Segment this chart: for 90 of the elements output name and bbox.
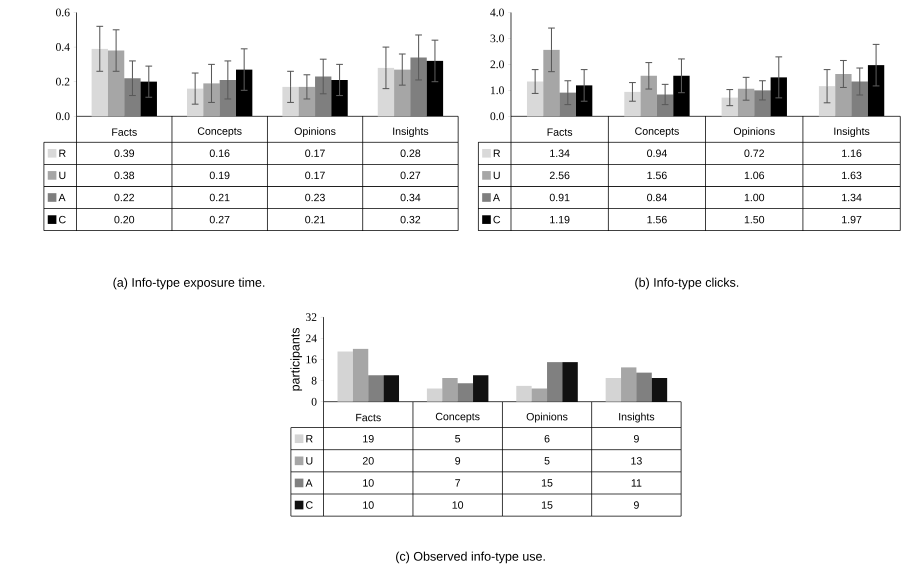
data-label: 0.19 bbox=[210, 171, 230, 179]
data-label: 1.56 bbox=[647, 171, 667, 179]
data-label: 2.56 bbox=[550, 171, 570, 179]
data-label: 0.91 bbox=[550, 194, 570, 202]
data-label: 0.16 bbox=[210, 149, 230, 157]
y-tick-label: 32 bbox=[306, 313, 316, 321]
x-tick-label: Concepts bbox=[436, 412, 480, 422]
data-label: 10 bbox=[363, 501, 374, 509]
data-label: 1.50 bbox=[744, 216, 764, 224]
y-tick-label: 0.0 bbox=[490, 112, 504, 120]
legend-label: C bbox=[59, 216, 66, 224]
legend-label: U bbox=[59, 171, 66, 179]
text: (a) Info-type exposure time. bbox=[113, 277, 264, 290]
y-tick-label: 3.0 bbox=[490, 34, 504, 42]
x-tick-label: Concepts bbox=[635, 127, 679, 137]
data-label: 0.94 bbox=[647, 149, 667, 157]
data-label: 0.21 bbox=[210, 194, 230, 202]
data-label: 0.84 bbox=[647, 194, 667, 202]
data-label: 20 bbox=[362, 456, 374, 464]
data-label: 15 bbox=[542, 479, 552, 486]
y-axis-title: participants bbox=[290, 328, 302, 390]
data-label: 0.17 bbox=[305, 149, 325, 157]
legend-label: A bbox=[306, 479, 313, 486]
y-tick-label: 0.0 bbox=[56, 112, 70, 120]
text: (b) Info-type clicks. bbox=[635, 277, 738, 290]
x-tick-label: Concepts bbox=[198, 127, 242, 137]
data-label: 1.97 bbox=[842, 216, 862, 224]
legend-label: U bbox=[494, 171, 500, 179]
y-tick-label: 16 bbox=[306, 355, 317, 364]
data-label: 0.17 bbox=[305, 171, 325, 179]
y-tick-label: 0.2 bbox=[56, 78, 70, 86]
y-tick-label: 8 bbox=[312, 376, 317, 384]
legend-label: U bbox=[306, 456, 312, 464]
data-label: 0.39 bbox=[114, 149, 134, 157]
y-tick-label: 0.6 bbox=[56, 8, 70, 16]
legend-label: R bbox=[494, 149, 500, 157]
y-tick-label: 2.0 bbox=[490, 60, 504, 68]
data-label: 0.38 bbox=[114, 171, 134, 179]
data-label: 0.27 bbox=[400, 171, 420, 179]
data-label: 0.72 bbox=[744, 149, 764, 157]
x-tick-label: Facts bbox=[548, 128, 572, 136]
data-label: 1.00 bbox=[744, 194, 764, 202]
data-label: 11 bbox=[632, 479, 642, 486]
legend-label: C bbox=[493, 216, 500, 224]
data-label: 0.27 bbox=[210, 216, 230, 224]
x-tick-label: Opinions bbox=[734, 126, 775, 137]
x-tick-label: Opinions bbox=[294, 126, 336, 137]
data-label: 15 bbox=[542, 501, 552, 508]
x-tick-label: Opinions bbox=[526, 412, 568, 422]
data-label: 9 bbox=[634, 501, 639, 509]
y-tick-label: 0.4 bbox=[56, 42, 70, 51]
y-tick-label: 24 bbox=[306, 334, 317, 342]
data-label: 1.06 bbox=[744, 171, 764, 179]
x-tick-label: Facts bbox=[356, 414, 381, 422]
data-label: 19 bbox=[363, 434, 374, 442]
legend-label: A bbox=[492, 194, 500, 201]
data-label: 1.34 bbox=[842, 194, 862, 202]
x-tick-label: Insights bbox=[619, 412, 654, 422]
data-label: 0.34 bbox=[400, 194, 420, 202]
data-label: 10 bbox=[452, 501, 464, 509]
data-label: 5 bbox=[455, 434, 460, 442]
x-tick-label: Insights bbox=[393, 126, 428, 137]
y-tick-label: 1.0 bbox=[490, 86, 504, 94]
data-label: 7 bbox=[455, 479, 460, 486]
data-label: 13 bbox=[631, 456, 642, 464]
data-label: 1.63 bbox=[842, 171, 862, 179]
data-label: 5 bbox=[544, 456, 550, 464]
legend-label: C bbox=[306, 501, 313, 509]
data-label: 0.21 bbox=[305, 216, 325, 224]
x-tick-label: Facts bbox=[112, 128, 137, 136]
data-label: 10 bbox=[363, 478, 374, 486]
y-tick-label: 0 bbox=[312, 398, 317, 406]
legend-label: R bbox=[59, 149, 66, 157]
data-label: 9 bbox=[634, 434, 639, 442]
data-label: 0.23 bbox=[305, 194, 325, 202]
data-label: 1.34 bbox=[550, 149, 570, 157]
text: (c) Observed info-type use. bbox=[396, 551, 545, 564]
data-label: 1.16 bbox=[842, 149, 862, 157]
data-label: 0.32 bbox=[400, 216, 420, 224]
legend-label: A bbox=[58, 194, 66, 201]
data-label: 9 bbox=[455, 456, 460, 464]
data-label: 0.22 bbox=[114, 194, 134, 202]
x-tick-label: Insights bbox=[834, 126, 870, 137]
y-tick-label: 4.0 bbox=[490, 8, 504, 16]
data-label: 0.20 bbox=[114, 216, 134, 224]
data-label: 1.56 bbox=[647, 216, 667, 224]
data-label: 0.28 bbox=[400, 149, 420, 157]
legend-label: R bbox=[306, 434, 313, 442]
data-label: 6 bbox=[544, 434, 550, 442]
data-label: 1.19 bbox=[550, 216, 570, 224]
